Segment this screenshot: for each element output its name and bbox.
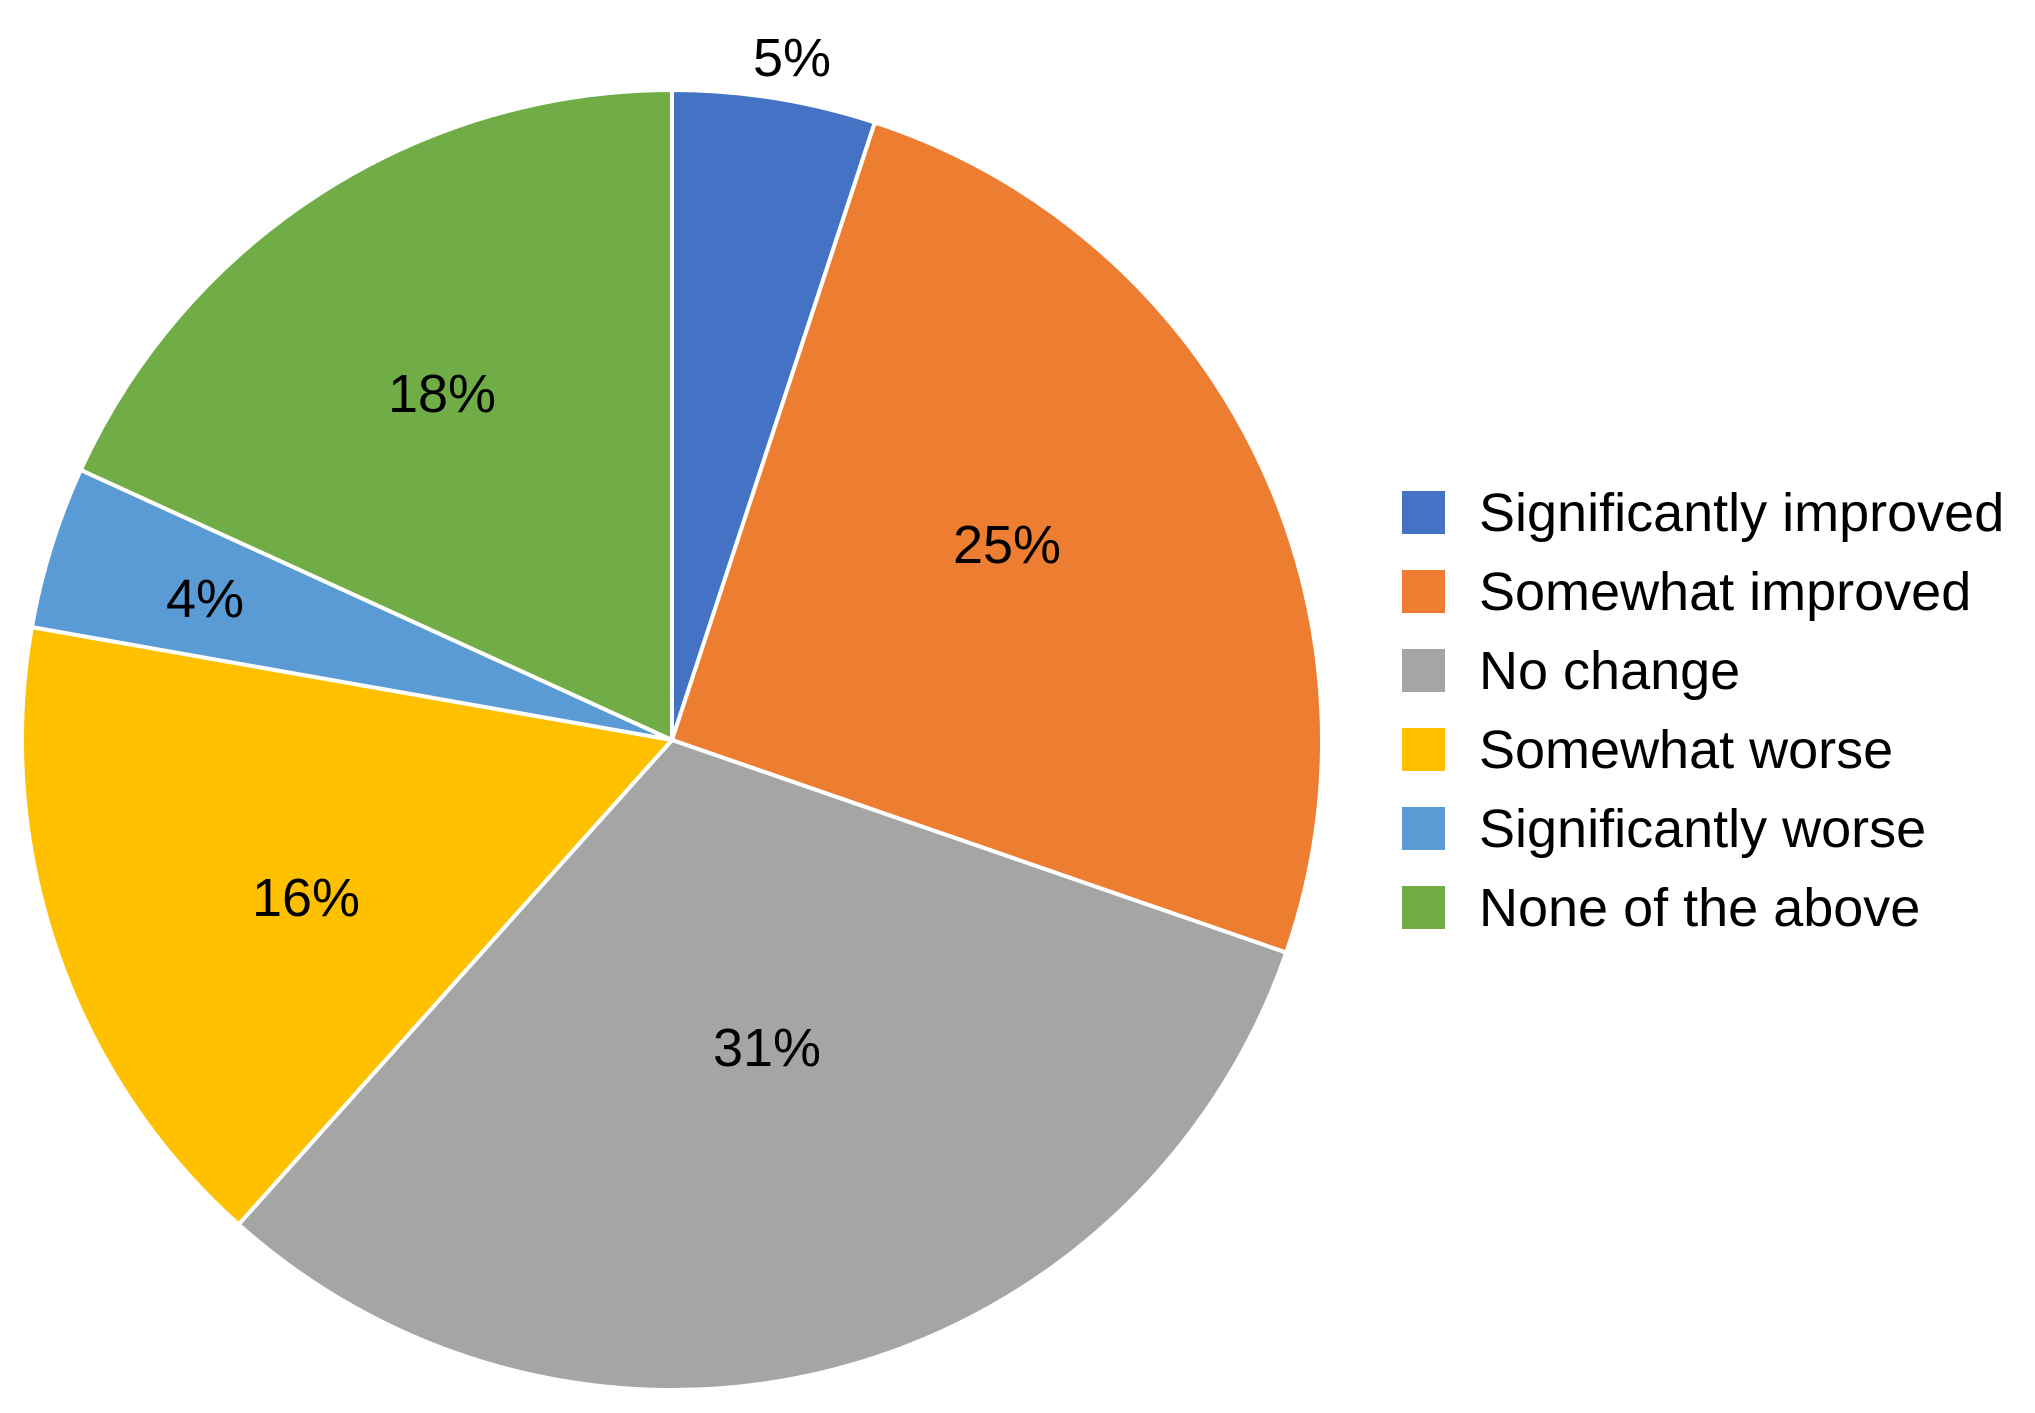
data-label-significantly-worse: 4% [166,569,244,629]
legend-label: No change [1479,640,1741,701]
legend-item-significantly-worse: Significantly worse [1402,789,2004,868]
pie-slice-no-change [235,737,1289,1392]
legend-label: None of the above [1479,877,1921,938]
legend-swatch [1402,491,1445,534]
legend-label: Somewhat worse [1479,719,1894,780]
data-label-somewhat-worse: 16% [252,868,360,928]
legend: Significantly improved Somewhat improved… [1402,473,2004,947]
legend-label: Significantly improved [1479,482,2005,543]
pie-slices [20,87,1324,1392]
legend-item-somewhat-worse: Somewhat worse [1402,710,2004,789]
data-label-no-change: 31% [713,1018,821,1078]
pie-slice-significantly-improved [670,87,878,741]
legend-swatch [1402,649,1445,692]
legend-swatch [1402,807,1445,850]
legend-item-somewhat-improved: Somewhat improved [1402,552,2004,631]
pie-slice-somewhat-worse [20,624,676,1228]
legend-item-no-change: No change [1402,631,2004,710]
data-label-none-of-the-above: 18% [388,364,496,424]
legend-swatch [1402,570,1445,613]
legend-label: Significantly worse [1479,798,1927,859]
pie-slice-somewhat-improved [669,119,1324,956]
legend-item-significantly-improved: Significantly improved [1402,473,2004,552]
pie-slice-none-of-the-above [78,87,674,744]
data-label-significantly-improved: 5% [753,28,831,88]
legend-item-none-of-the-above: None of the above [1402,868,2004,947]
pie-data-labels: 5% 25% 31% 16% 4% 18% [166,28,1061,1078]
pie-chart: 5% 25% 31% 16% 4% 18% [20,28,1324,1392]
legend-swatch [1402,886,1445,929]
legend-swatch [1402,728,1445,771]
legend-label: Somewhat improved [1479,561,1972,622]
data-label-somewhat-improved: 25% [953,515,1061,575]
